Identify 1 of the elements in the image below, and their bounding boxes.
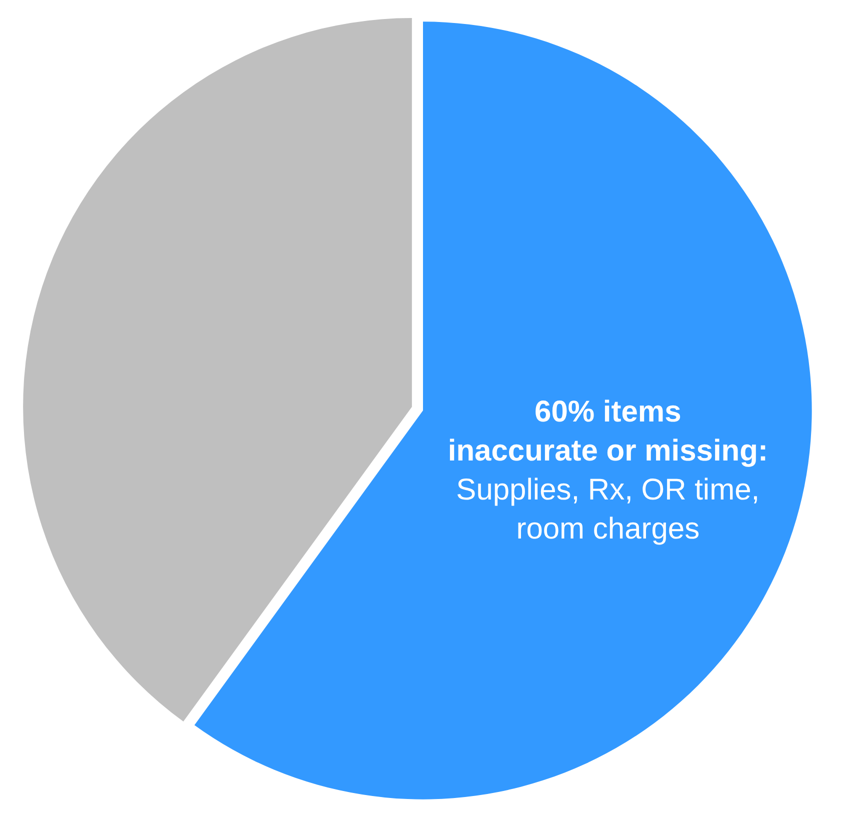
slice-label: 60% items inaccurate or missing: Supplies, Rx, OR time, room charges <box>448 396 768 546</box>
